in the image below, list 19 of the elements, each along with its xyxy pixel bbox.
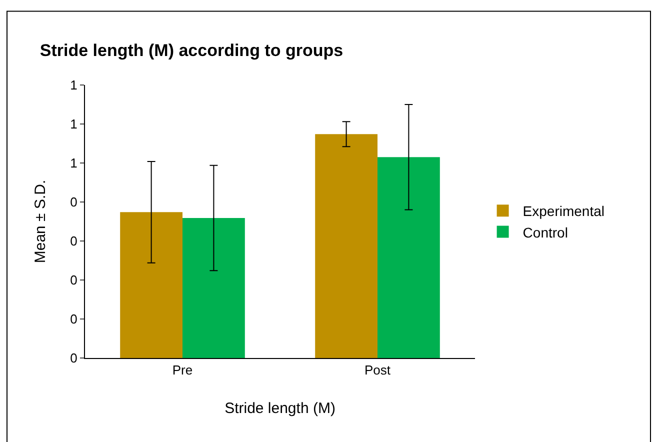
x-axis-title: Stride length (M) [224,400,336,417]
x-tick-label: Post [364,362,391,378]
y-axis-title: Mean ± S.D. [32,180,49,264]
y-tick-label: 1 [70,116,78,132]
y-tick-label: 1 [70,78,78,93]
y-tick-label: 0 [70,350,78,366]
bar [378,157,440,358]
y-tick-label: 0 [70,312,78,327]
legend-label: Experimental [522,203,605,220]
bar [120,212,182,358]
x-tick-label: Pre [172,362,193,378]
chart-title: Stride length (M) according to groups [40,41,344,60]
bar [182,218,245,358]
bar [315,134,378,358]
y-tick-label: 0 [70,194,78,210]
legend-label: Control [522,224,568,240]
y-tick-label: 0 [70,272,78,288]
y-tick-label: 0 [70,234,78,249]
y-tick-label: 1 [70,156,78,171]
